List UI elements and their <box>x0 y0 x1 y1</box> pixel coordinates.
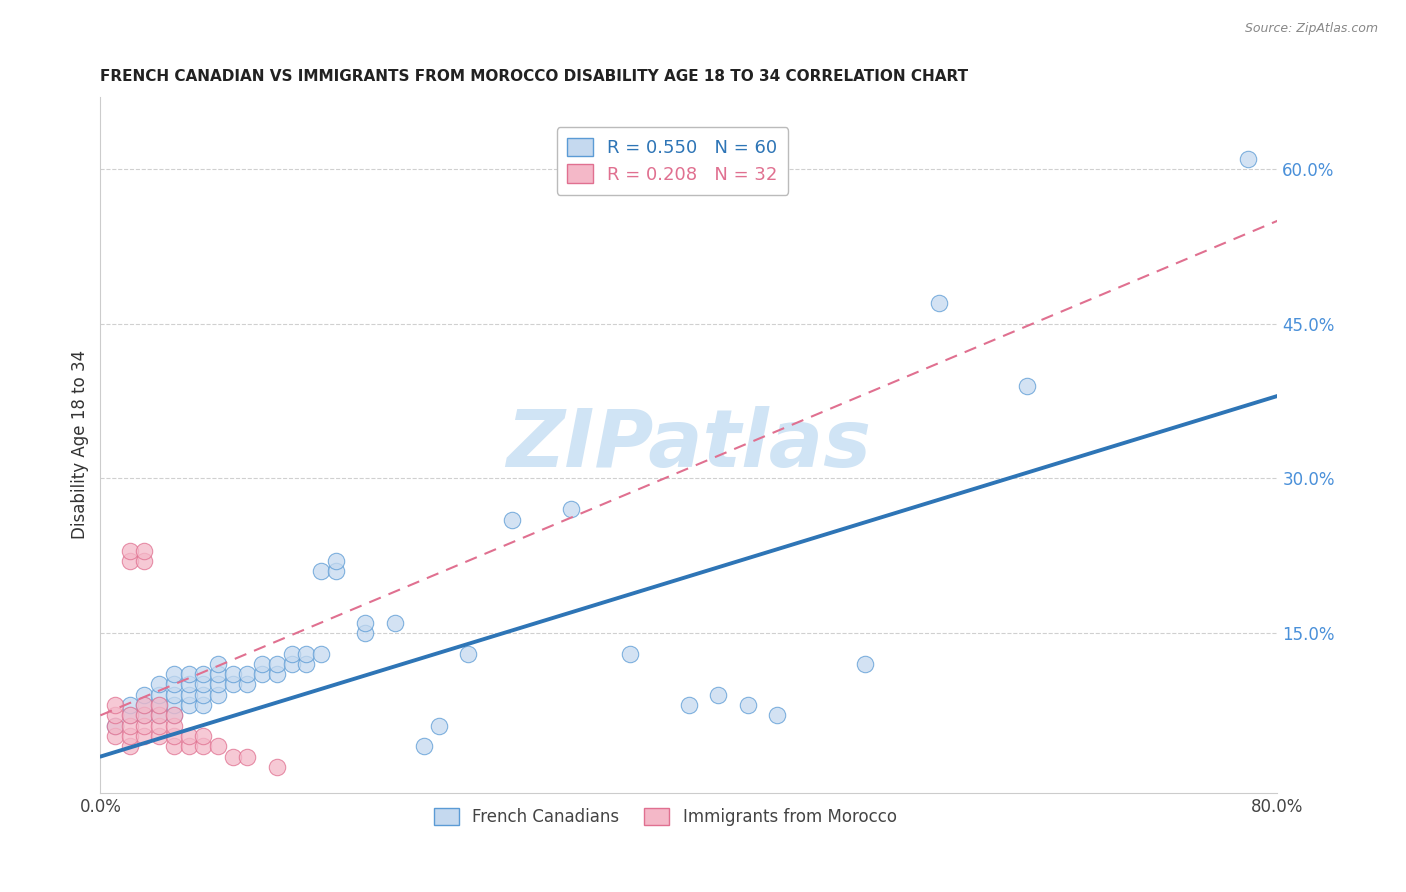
Point <box>855 657 877 671</box>
Point <box>148 698 170 712</box>
Point <box>163 667 186 681</box>
Point <box>148 729 170 743</box>
Point <box>177 698 200 712</box>
Point <box>104 708 127 723</box>
Point <box>193 739 215 754</box>
Text: Source: ZipAtlas.com: Source: ZipAtlas.com <box>1244 22 1378 36</box>
Point <box>325 554 347 568</box>
Point <box>309 647 332 661</box>
Point <box>163 698 186 712</box>
Point <box>104 729 127 743</box>
Point <box>118 698 141 712</box>
Point <box>707 688 730 702</box>
Point <box>766 708 789 723</box>
Point <box>177 667 200 681</box>
Point <box>163 708 186 723</box>
Point <box>163 739 186 754</box>
Point <box>118 719 141 733</box>
Text: FRENCH CANADIAN VS IMMIGRANTS FROM MOROCCO DISABILITY AGE 18 TO 34 CORRELATION C: FRENCH CANADIAN VS IMMIGRANTS FROM MOROC… <box>100 69 969 84</box>
Point <box>134 708 156 723</box>
Point <box>413 739 436 754</box>
Point <box>118 708 141 723</box>
Point <box>354 626 377 640</box>
Point <box>501 513 523 527</box>
Point <box>177 688 200 702</box>
Point <box>457 647 479 661</box>
Point <box>148 708 170 723</box>
Point <box>427 719 450 733</box>
Point <box>384 615 406 630</box>
Point <box>193 688 215 702</box>
Point <box>134 543 156 558</box>
Point <box>148 719 170 733</box>
Point <box>222 667 245 681</box>
Point <box>207 739 229 754</box>
Point <box>177 729 200 743</box>
Point <box>280 657 302 671</box>
Point <box>193 729 215 743</box>
Point <box>134 698 156 712</box>
Point <box>163 729 186 743</box>
Point <box>163 708 186 723</box>
Point <box>236 749 259 764</box>
Point <box>928 296 950 310</box>
Point <box>134 554 156 568</box>
Point <box>207 688 229 702</box>
Point <box>1237 152 1260 166</box>
Point <box>295 657 318 671</box>
Text: ZIPatlas: ZIPatlas <box>506 406 872 484</box>
Point <box>222 677 245 691</box>
Point <box>737 698 759 712</box>
Point <box>309 564 332 578</box>
Point <box>148 698 170 712</box>
Point <box>207 677 229 691</box>
Point <box>177 677 200 691</box>
Point <box>118 708 141 723</box>
Point <box>560 502 582 516</box>
Point <box>134 698 156 712</box>
Point <box>295 647 318 661</box>
Point <box>193 698 215 712</box>
Point <box>134 708 156 723</box>
Point <box>354 615 377 630</box>
Point <box>148 677 170 691</box>
Y-axis label: Disability Age 18 to 34: Disability Age 18 to 34 <box>72 351 89 540</box>
Point <box>104 719 127 733</box>
Point <box>163 719 186 733</box>
Point <box>118 729 141 743</box>
Point <box>236 667 259 681</box>
Point <box>222 749 245 764</box>
Point <box>163 688 186 702</box>
Point <box>266 667 288 681</box>
Point <box>148 708 170 723</box>
Point <box>678 698 700 712</box>
Point <box>163 677 186 691</box>
Point <box>104 698 127 712</box>
Point <box>207 667 229 681</box>
Point <box>118 554 141 568</box>
Point <box>134 729 156 743</box>
Point <box>148 688 170 702</box>
Point <box>134 688 156 702</box>
Point <box>619 647 641 661</box>
Point <box>193 667 215 681</box>
Point <box>280 647 302 661</box>
Point <box>104 719 127 733</box>
Legend: French Canadians, Immigrants from Morocco: French Canadians, Immigrants from Morocc… <box>427 802 904 833</box>
Point <box>177 739 200 754</box>
Point <box>118 739 141 754</box>
Point <box>134 719 156 733</box>
Point <box>1017 378 1039 392</box>
Point <box>118 543 141 558</box>
Point <box>250 657 273 671</box>
Point <box>266 657 288 671</box>
Point <box>266 760 288 774</box>
Point <box>250 667 273 681</box>
Point <box>207 657 229 671</box>
Point <box>325 564 347 578</box>
Point <box>193 677 215 691</box>
Point <box>236 677 259 691</box>
